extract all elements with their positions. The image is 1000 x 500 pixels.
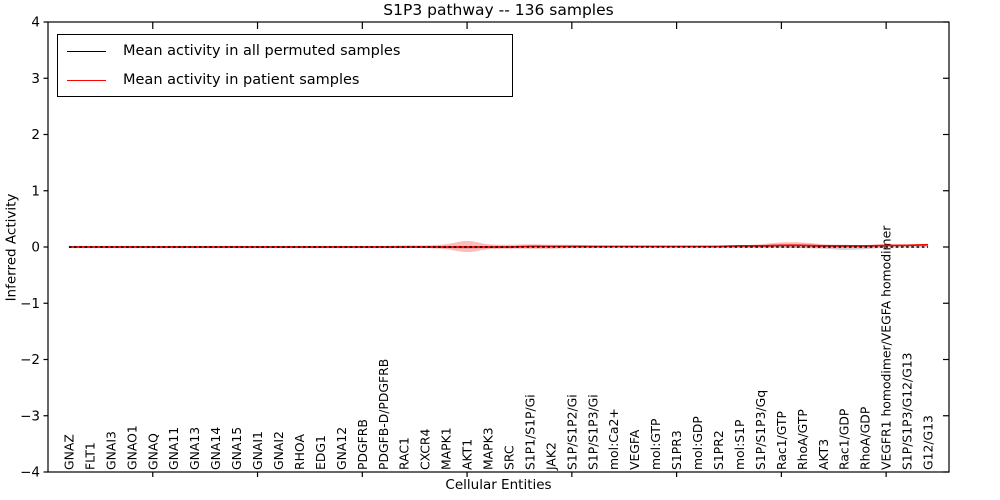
legend-label: Mean activity in all permuted samples — [123, 43, 401, 59]
category-label: RHOA — [292, 434, 307, 470]
category-label: RAC1 — [397, 437, 412, 470]
patient-mean-line — [68, 243, 929, 248]
category-label: GNAI1 — [250, 431, 265, 470]
y-axis-title: Inferred Activity — [3, 193, 20, 302]
category-label: S1P/S1P2/Gi — [564, 394, 579, 470]
svg-text:−1: −1 — [20, 296, 40, 312]
category-label: S1P/S1P3/Gq — [753, 390, 768, 470]
category-label: GNA11 — [166, 427, 181, 470]
category-label: PDGFRB — [355, 419, 370, 470]
category-label: GNAZ — [61, 434, 76, 470]
category-labels: GNAZ FLT1 GNAI3 GNAO1 GNAQ GNA11 GNA13 GNA14 GNA… — [61, 225, 935, 471]
svg-text:2: 2 — [31, 127, 40, 143]
category-label: Rac1/GDP — [837, 408, 852, 470]
svg-text:−3: −3 — [20, 408, 40, 424]
category-label: GNAI2 — [271, 431, 286, 470]
category-label: mol:GDP — [690, 416, 705, 470]
y-axis: 4 3 2 1 0 −1 −2 −3 −4 — [20, 15, 949, 481]
category-label: S1PR2 — [711, 430, 726, 470]
category-label: G12/G13 — [921, 415, 936, 470]
category-label: RhoA/GDP — [858, 406, 873, 470]
category-label: VEGFA — [627, 429, 642, 470]
category-label: FLT1 — [82, 442, 97, 470]
category-label: S1PR3 — [669, 430, 684, 470]
red-line-swatch-icon — [67, 79, 106, 81]
category-label: GNAO1 — [124, 425, 139, 470]
black-line-swatch-icon — [67, 50, 106, 52]
legend-label: Mean activity in patient samples — [123, 72, 360, 88]
category-label: S1P/S1P3/G12/G13 — [900, 352, 915, 470]
svg-text:3: 3 — [31, 71, 40, 87]
category-label: GNA15 — [229, 427, 244, 470]
svg-text:0: 0 — [31, 240, 40, 256]
category-label: RhoA/GTP — [795, 409, 810, 470]
category-label: GNA12 — [334, 427, 349, 470]
legend-item-patient: Mean activity in patient samples — [58, 67, 512, 93]
category-label: EDG1 — [313, 435, 328, 470]
category-label: PDGFB-D/PDGFRB — [376, 359, 391, 470]
x-axis — [152, 22, 887, 477]
chart-title: S1P3 pathway -- 136 samples — [383, 1, 614, 19]
x-axis-title: Cellular Entities — [445, 477, 552, 493]
category-label: S1P/S1P3/Gi — [585, 394, 600, 470]
svg-text:−2: −2 — [20, 352, 40, 368]
category-label: AKT1 — [460, 439, 475, 470]
series-lines — [68, 243, 929, 248]
svg-text:4: 4 — [31, 15, 40, 31]
category-label: JAK2 — [543, 442, 558, 471]
legend: Mean activity in all permuted samples Me… — [57, 34, 513, 97]
legend-item-permuted: Mean activity in all permuted samples — [58, 38, 512, 64]
category-label: AKT3 — [816, 439, 831, 470]
category-label: SRC — [501, 445, 516, 470]
category-label: VEGFR1 homodimer/VEGFA homodimer — [879, 225, 894, 470]
category-label: S1P1/S1P/Gi — [522, 394, 537, 470]
category-label: GNAI3 — [103, 431, 118, 470]
category-label: GNAQ — [145, 433, 160, 470]
category-label: mol:S1P — [732, 419, 747, 470]
category-label: mol:GTP — [648, 418, 663, 470]
category-label: GNA13 — [187, 427, 202, 470]
category-label: GNA14 — [208, 427, 223, 470]
svg-text:1: 1 — [31, 183, 40, 199]
category-label: mol:Ca2+ — [606, 408, 621, 470]
category-label: Rac1/GTP — [774, 410, 789, 470]
category-label: MAPK3 — [481, 427, 496, 470]
svg-text:−4: −4 — [20, 465, 40, 481]
category-label: CXCR4 — [418, 429, 433, 470]
category-label: MAPK1 — [439, 427, 454, 470]
